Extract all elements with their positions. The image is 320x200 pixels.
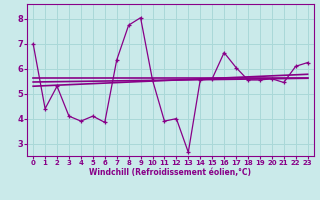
X-axis label: Windchill (Refroidissement éolien,°C): Windchill (Refroidissement éolien,°C): [89, 168, 252, 177]
